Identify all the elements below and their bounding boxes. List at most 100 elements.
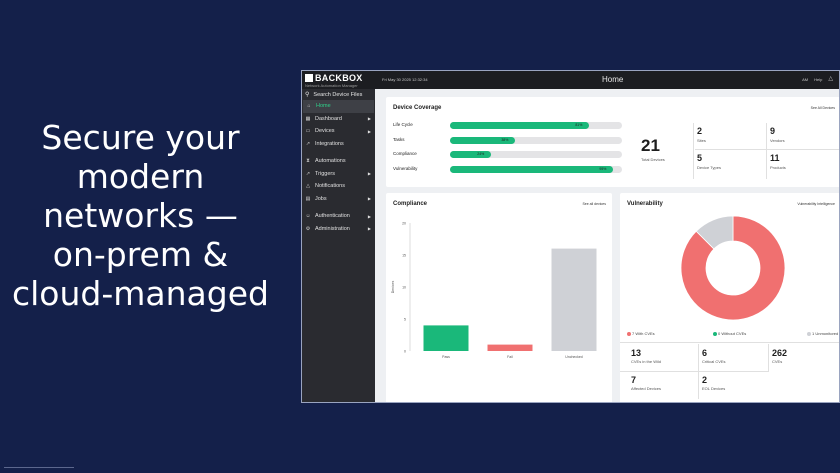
footer-logo-fragment — [4, 467, 74, 473]
legend-label: 1 Unmonitored — [812, 331, 839, 336]
headline-line: Secure your — [41, 118, 240, 157]
cves-value: 262 — [772, 348, 788, 358]
sidebar-item-label: Jobs — [315, 195, 327, 202]
affected-devices-label: Affected Devices — [631, 386, 661, 391]
vuln-row-divider — [620, 371, 768, 372]
app-window: BACKBOX Network Automation Manager Fri M… — [301, 70, 840, 403]
search-device-files[interactable]: ⚲ Search Device Files — [302, 89, 375, 100]
coverage-bar-percent: 24% — [477, 152, 485, 156]
cves-label: CVEs — [772, 359, 783, 364]
coverage-bar-life-cycle: Life Cycle 81% — [393, 122, 623, 129]
search-icon: ⚲ — [305, 92, 310, 98]
brand-subtitle: Network Automation Manager — [305, 83, 358, 88]
vulnerability-intelligence-link[interactable]: Vulnerability Intelligence — [797, 202, 835, 206]
vulnerability-donut-chart — [680, 215, 786, 321]
products-label: Products — [770, 165, 786, 170]
sidebar-item-notifications[interactable]: △ Notifications — [302, 180, 375, 193]
coverage-bar-compliance: Compliance 24% — [393, 151, 623, 158]
sidebar-item-label: Triggers — [315, 170, 335, 177]
compliance-bar-chart: Devices 0 5 10 15 20 Pass Fail Unchecked — [391, 222, 597, 359]
sidebar-item-triggers[interactable]: ↗ Triggers ▶ — [302, 168, 375, 181]
coverage-bar-label: Compliance — [393, 151, 417, 156]
cves-in-the-wild-value: 13 — [631, 348, 642, 358]
coverage-bar-label: Vulnerability — [393, 165, 418, 171]
slide-headline: Secure your modern networks — on-prem & … — [8, 118, 273, 313]
legend-label: 7 With CVEs — [632, 331, 655, 336]
automations-icon: ⧗ — [306, 158, 310, 165]
page-title: Home — [602, 75, 624, 84]
sidebar-item-authentication[interactable]: ☺ Authentication ▶ — [302, 210, 375, 223]
see-all-devices-link[interactable]: See All Devices — [810, 106, 835, 110]
coverage-divider — [693, 123, 694, 179]
coverage-bar-percent: 95% — [599, 166, 607, 171]
eol-devices-value: 2 — [702, 375, 708, 385]
sidebar-item-label: Notifications — [315, 183, 345, 190]
vulnerability-title: Vulnerability — [627, 201, 663, 207]
sidebar: ⚲ Search Device Files ⌂ Home ▦ Dashboard ▶ ▭ D… — [302, 89, 375, 402]
vendors-label: Vendors — [770, 138, 785, 143]
headline-line: on-prem & — [52, 235, 229, 274]
device-types-label: Device Types — [697, 165, 721, 170]
sidebar-item-label: Administration — [315, 225, 350, 232]
sites-label: Sites — [697, 138, 706, 143]
legend-swatch — [713, 331, 717, 336]
coverage-bar-vulnerability: Vulnerability 95% — [393, 165, 623, 173]
headline-line: networks — — [43, 196, 238, 235]
y-tick-label: 20 — [402, 222, 406, 226]
products-value: 11 — [770, 153, 780, 163]
sidebar-item-jobs[interactable]: ▤ Jobs ▶ — [302, 193, 375, 206]
sidebar-item-automations[interactable]: ⧗ Automations — [302, 155, 375, 168]
coverage-bar-label: Life Cycle — [393, 122, 413, 127]
sidebar-item-dashboard[interactable]: ▦ Dashboard ▶ — [302, 113, 375, 126]
see-all-devices-compliance-link[interactable]: See all devices — [582, 202, 606, 206]
top-actions: AM Help △ — [802, 76, 833, 82]
brand-mark-icon — [305, 74, 313, 82]
devices-icon: ▭ — [305, 128, 311, 135]
x-tick-label: Pass — [442, 355, 450, 359]
dashboard-icon: ▦ — [305, 115, 311, 122]
integrations-icon: ↗ — [305, 140, 311, 147]
y-tick-label: 5 — [404, 318, 406, 322]
legend-swatch — [627, 331, 631, 336]
device-types-value: 5 — [697, 153, 703, 163]
legend-swatch — [807, 331, 811, 336]
affected-devices-value: 7 — [631, 375, 637, 385]
vulnerability-legend: 7 With CVEs 0 Without CVEs 1 Unmonitored — [627, 331, 839, 339]
cves-in-the-wild-label: CVEs in the Wild — [631, 359, 662, 364]
vulnerability-card: Vulnerability Vulnerability Intelligence… — [620, 193, 839, 402]
user-menu[interactable]: AM — [802, 77, 809, 82]
donut-slice[interactable] — [695, 215, 734, 250]
coverage-bar-tasks: Tasks 38% — [393, 136, 623, 144]
coverage-bar-fill — [450, 151, 492, 158]
sidebar-item-administration[interactable]: ⚙ Administration ▶ — [302, 223, 375, 236]
coverage-bar-percent: 38% — [501, 137, 509, 142]
compliance-title: Compliance — [393, 201, 428, 207]
bar-unchecked[interactable] — [551, 248, 597, 351]
brand-logo[interactable]: BACKBOX — [305, 73, 363, 83]
bell-icon[interactable]: △ — [828, 76, 833, 82]
sidebar-item-devices[interactable]: ▭ Devices ▶ — [302, 125, 375, 138]
device-coverage-title: Device Coverage — [393, 105, 442, 111]
sidebar-item-integrations[interactable]: ↗ Integrations — [302, 138, 375, 151]
critical-cves-label: Critical CVEs — [702, 359, 726, 364]
legend-item: 0 Without CVEs — [713, 331, 746, 336]
coverage-bar-percent: 81% — [575, 123, 583, 127]
critical-cves-value: 6 — [702, 348, 708, 358]
chevron-right-icon: ▶ — [367, 196, 371, 202]
sidebar-item-home[interactable]: ⌂ Home — [303, 100, 374, 113]
bar-pass[interactable] — [423, 325, 469, 351]
coverage-bar-fill — [450, 122, 590, 129]
y-tick-label: 10 — [402, 286, 406, 290]
y-axis-label: Devices — [391, 281, 395, 294]
eol-devices-label: EOL Devices — [702, 386, 726, 391]
bar-fail[interactable] — [487, 344, 533, 351]
donut-slice[interactable] — [680, 215, 786, 321]
triggers-icon: ↗ — [305, 170, 311, 177]
help-link[interactable]: Help — [814, 77, 823, 82]
coverage-bar-fill — [450, 136, 516, 144]
top-bar: BACKBOX Network Automation Manager Fri M… — [302, 71, 839, 89]
sidebar-item-label: Authentication — [315, 213, 350, 220]
total-devices-label: Total Devices — [641, 157, 665, 162]
compliance-card: Compliance See all devices Devices 0 5 10 15… — [386, 193, 612, 402]
authentication-icon: ☺ — [305, 213, 311, 220]
